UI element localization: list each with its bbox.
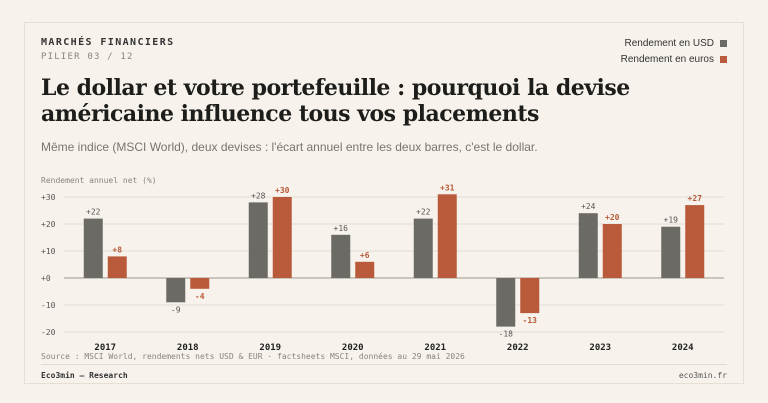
x-tick-label: 2017 [94, 343, 116, 353]
bar-usd [331, 234, 351, 278]
y-tick-label: +30 [41, 193, 56, 202]
data-label: +27 [688, 194, 703, 203]
legend-item-eur: Rendement en euros [621, 54, 727, 65]
y-axis-label: Rendement annuel net (%) [41, 176, 157, 185]
x-tick-label: 2023 [589, 343, 611, 353]
bar-eur [355, 261, 375, 278]
data-label: +6 [360, 251, 370, 260]
x-tick-label: 2024 [672, 343, 694, 353]
site-url: eco3min.fr [678, 371, 727, 380]
footer-divider [41, 364, 727, 365]
pillar-indicator: PILIER 03 / 12 [41, 52, 134, 62]
y-tick-label: +10 [41, 247, 56, 256]
data-label: -13 [523, 316, 538, 325]
x-tick-label: 2018 [177, 343, 199, 353]
x-tick-label: 2020 [342, 343, 364, 353]
legend-label-usd: Rendement en USD [624, 38, 715, 49]
page-title: Le dollar et votre portefeuille : pourqu… [41, 75, 630, 127]
page-subtitle: Même indice (MSCI World), deux devises :… [41, 140, 538, 154]
bar-usd [83, 218, 103, 278]
bar-eur [107, 256, 127, 278]
data-label: +20 [605, 213, 620, 222]
x-tick-label: 2021 [424, 343, 446, 353]
bar-usd [496, 278, 516, 327]
data-label: +31 [440, 183, 455, 192]
bar-usd [578, 213, 598, 278]
bar-usd [166, 278, 186, 303]
data-label: +16 [334, 224, 349, 233]
data-label: +22 [86, 208, 101, 217]
bar-usd [248, 202, 268, 278]
bar-usd [413, 218, 433, 278]
data-label: -4 [195, 292, 205, 301]
bar-usd [661, 226, 681, 278]
y-tick-label: +0 [41, 274, 51, 283]
bar-eur [685, 205, 705, 278]
legend-item-usd: Rendement en USD [624, 38, 727, 49]
data-label: +24 [581, 202, 596, 211]
source-note: Source : MSCI World, rendements nets USD… [41, 352, 465, 361]
bar-eur [190, 278, 210, 289]
data-label: +30 [275, 186, 290, 195]
legend-swatch-usd [720, 40, 727, 47]
data-label: -9 [171, 305, 181, 314]
brand-label: Eco3min — Research [41, 371, 128, 380]
data-label: +8 [112, 245, 122, 254]
bar-eur [437, 194, 457, 278]
y-tick-label: +20 [41, 220, 56, 229]
x-tick-label: 2019 [259, 343, 281, 353]
section-kicker: MARCHÉS FINANCIERS [41, 37, 175, 48]
bar-eur [602, 224, 622, 278]
y-tick-label: -20 [41, 328, 56, 337]
bar-eur [520, 278, 540, 314]
data-label: +22 [416, 208, 431, 217]
x-tick-label: 2022 [507, 343, 529, 353]
data-label: +28 [251, 191, 266, 200]
legend-label-eur: Rendement en euros [620, 54, 714, 65]
legend: Rendement en USD Rendement en euros [621, 38, 727, 65]
legend-swatch-eur [720, 56, 727, 63]
y-tick-label: -10 [41, 301, 56, 310]
data-label: +19 [664, 216, 679, 225]
chart-frame [24, 22, 744, 384]
data-label: -18 [499, 330, 514, 339]
bar-eur [272, 197, 292, 278]
